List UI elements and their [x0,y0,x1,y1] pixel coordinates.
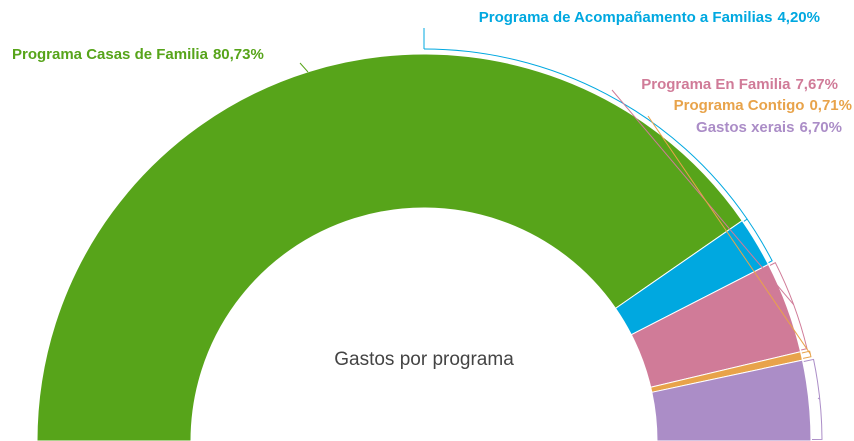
label-bracket [743,218,773,264]
slice-label-value: 6,70% [799,119,842,136]
slice-label-name: Programa En Familia [641,76,791,93]
slice-label: Programa Contigo 0,71% [674,97,852,114]
label-leader [299,62,309,73]
slice-label-value: 80,73% [213,46,264,63]
donut-slice [651,359,812,441]
slice-label: Programa Casas de Familia 80,73% [12,46,264,63]
chart-title: Gastos por programa [334,349,514,370]
slice-label: Programa de Acompañamento a Familias 4,20… [479,9,820,26]
label-bracket [801,350,812,359]
slice-label-name: Programa de Acompañamento a Familias [479,9,773,26]
slice-label-name: Programa Casas de Familia [12,46,209,63]
donut-slice [36,53,743,441]
slice-label: Gastos xerais 6,70% [696,119,842,136]
slice-label: Programa En Familia 7,67% [641,76,838,93]
slice-label-name: Programa Contigo [674,97,805,114]
slice-label-name: Gastos xerais [696,119,794,136]
label-leader [817,397,821,400]
label-leader [647,115,811,355]
slice-label-value: 0,71% [809,97,852,114]
label-leader [611,89,795,306]
slice-label-value: 4,20% [777,9,820,26]
label-leader [423,48,748,220]
slice-label-value: 7,67% [795,76,838,93]
